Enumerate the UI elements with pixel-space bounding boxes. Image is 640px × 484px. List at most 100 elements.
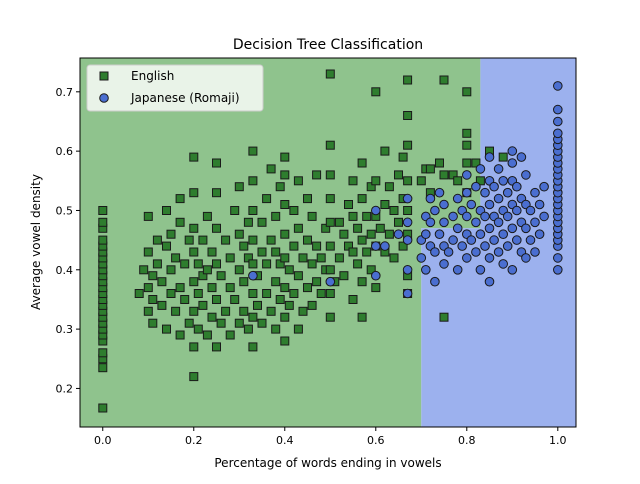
point-japanese-64 bbox=[493, 217, 504, 228]
point-japanese-32 bbox=[452, 265, 463, 275]
point-english-118 bbox=[271, 324, 281, 334]
point-japanese-72 bbox=[502, 211, 513, 222]
x-tick-label-0: 0.0 bbox=[94, 434, 112, 447]
point-english-176 bbox=[348, 176, 358, 186]
point-japanese-96 bbox=[534, 229, 545, 239]
point-japanese-20 bbox=[430, 276, 440, 287]
x-axis-ticks: 0.0 0.2 0.4 0.6 0.8 1.0 bbox=[94, 427, 567, 447]
point-english-111 bbox=[257, 217, 267, 227]
point-japanese-35 bbox=[457, 241, 468, 251]
point-english-27 bbox=[143, 306, 153, 316]
point-english-119 bbox=[271, 277, 281, 287]
point-english-25 bbox=[134, 289, 144, 298]
point-english-140 bbox=[293, 223, 303, 233]
point-japanese-50 bbox=[475, 164, 486, 174]
x-axis-label: Percentage of words ending in vowels bbox=[214, 456, 441, 470]
point-english-42 bbox=[166, 265, 176, 275]
point-japanese-65 bbox=[493, 193, 504, 204]
point-english-122 bbox=[275, 295, 285, 304]
point-english-86 bbox=[225, 253, 235, 263]
point-japanese-56 bbox=[484, 223, 495, 234]
point-english-129 bbox=[280, 229, 290, 239]
point-english-158 bbox=[325, 289, 335, 298]
point-english-109 bbox=[257, 318, 267, 328]
point-english-221 bbox=[439, 75, 449, 85]
point-japanese-52 bbox=[480, 211, 490, 222]
point-japanese-67 bbox=[498, 259, 509, 269]
point-japanese-66 bbox=[493, 164, 504, 174]
y-tick-label-1: 0.3 bbox=[56, 323, 74, 336]
point-english-44 bbox=[171, 306, 181, 316]
point-japanese-62 bbox=[489, 181, 499, 192]
point-japanese-98 bbox=[539, 211, 549, 222]
point-english-110 bbox=[257, 247, 267, 257]
point-japanese-39 bbox=[462, 211, 472, 222]
point-english-197 bbox=[380, 146, 390, 156]
point-english-100 bbox=[248, 312, 258, 322]
point-english-31 bbox=[148, 318, 158, 328]
point-english-104 bbox=[248, 206, 258, 215]
point-english-196 bbox=[380, 200, 390, 209]
point-english-167 bbox=[334, 253, 344, 263]
point-english-149 bbox=[307, 211, 317, 221]
point-japanese-42 bbox=[466, 235, 477, 245]
point-english-28 bbox=[143, 283, 153, 293]
point-english-188 bbox=[366, 182, 376, 192]
point-japanese-57 bbox=[484, 199, 495, 210]
point-english-71 bbox=[207, 312, 217, 322]
point-japanese-90 bbox=[521, 170, 531, 180]
point-japanese-11 bbox=[402, 193, 413, 204]
point-english-212 bbox=[403, 140, 413, 150]
point-english-116 bbox=[266, 235, 276, 245]
point-english-152 bbox=[312, 170, 322, 180]
point-english-199 bbox=[384, 182, 394, 192]
legend-label-1: Japanese (Romaji) bbox=[130, 91, 240, 105]
point-english-83 bbox=[221, 235, 231, 245]
point-english-35 bbox=[152, 259, 162, 269]
point-japanese-8 bbox=[402, 265, 413, 275]
point-english-37 bbox=[157, 277, 167, 287]
point-english-69 bbox=[202, 265, 212, 275]
point-japanese-18 bbox=[425, 217, 436, 228]
point-japanese-7 bbox=[402, 288, 413, 299]
point-english-211 bbox=[403, 176, 413, 186]
point-japanese-41 bbox=[462, 170, 472, 180]
point-english-45 bbox=[171, 253, 181, 263]
point-english-204 bbox=[398, 241, 408, 251]
point-english-184 bbox=[362, 247, 372, 257]
point-japanese-122 bbox=[553, 116, 563, 127]
point-japanese-95 bbox=[530, 187, 540, 198]
point-english-23 bbox=[98, 217, 108, 227]
point-japanese-75 bbox=[507, 223, 518, 234]
point-english-29 bbox=[143, 247, 153, 257]
point-japanese-70 bbox=[498, 176, 509, 186]
point-japanese-2 bbox=[371, 270, 381, 281]
point-japanese-22 bbox=[430, 205, 440, 216]
point-english-194 bbox=[375, 223, 385, 233]
point-english-21 bbox=[98, 235, 108, 245]
point-english-3 bbox=[98, 348, 108, 358]
point-english-88 bbox=[230, 206, 240, 215]
point-english-47 bbox=[175, 283, 185, 293]
point-english-50 bbox=[180, 295, 190, 304]
point-english-107 bbox=[253, 300, 262, 310]
point-japanese-12 bbox=[416, 253, 427, 263]
point-japanese-19 bbox=[425, 193, 436, 204]
point-japanese-81 bbox=[512, 205, 522, 216]
point-english-98 bbox=[243, 217, 253, 227]
point-english-174 bbox=[348, 247, 358, 257]
point-japanese-30 bbox=[448, 235, 458, 245]
point-english-200 bbox=[389, 253, 399, 263]
point-japanese-121 bbox=[553, 128, 563, 139]
point-english-193 bbox=[371, 87, 381, 97]
point-english-153 bbox=[316, 289, 326, 298]
point-english-63 bbox=[193, 289, 203, 298]
point-english-182 bbox=[357, 194, 367, 204]
point-japanese-53 bbox=[480, 187, 490, 198]
point-japanese-14 bbox=[421, 265, 431, 275]
point-english-87 bbox=[230, 295, 240, 304]
point-english-46 bbox=[175, 330, 185, 340]
chart-title: Decision Tree Classification bbox=[233, 37, 423, 53]
point-english-219 bbox=[435, 158, 444, 168]
point-english-161 bbox=[325, 217, 335, 227]
